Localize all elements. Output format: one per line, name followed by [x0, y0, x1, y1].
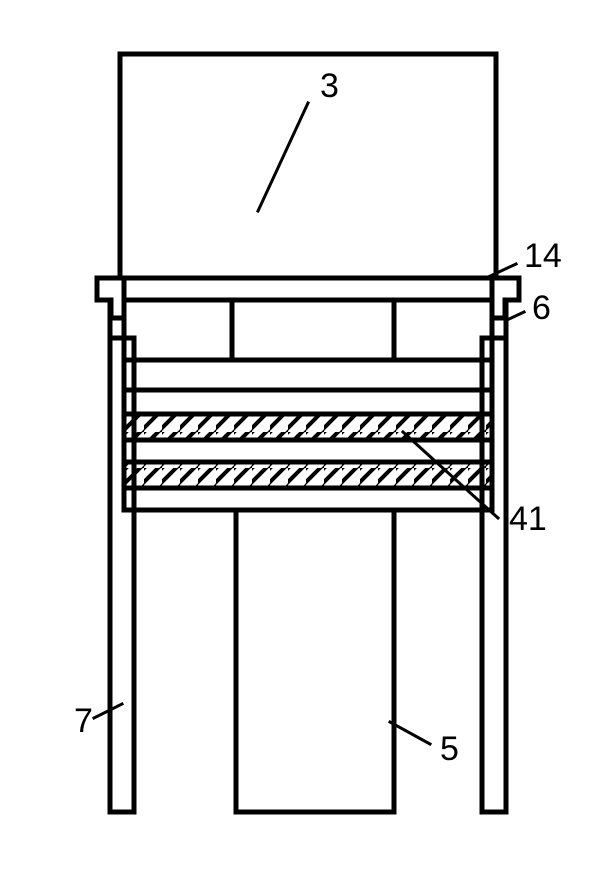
label-l3: 6: [532, 289, 551, 327]
stem: [236, 510, 394, 812]
leader-l3: [507, 312, 524, 320]
flange-left-top: [97, 278, 120, 300]
label-l5: 7: [74, 702, 93, 740]
label-l2: 14: [524, 237, 562, 275]
label-l4: 41: [509, 500, 547, 538]
engineering-figure: 3 14 6 41 7 5: [0, 0, 614, 893]
flange-right-top: [496, 278, 519, 300]
notch-left: [97, 300, 124, 318]
label-l6: 5: [440, 730, 459, 768]
leader-l1: [258, 103, 308, 211]
part-3: [120, 54, 496, 278]
label-l1: 3: [320, 67, 339, 105]
flange-left-outer: [97, 300, 110, 338]
hatched-strip-2: [124, 462, 492, 488]
hatched-strip-1: [124, 414, 492, 440]
